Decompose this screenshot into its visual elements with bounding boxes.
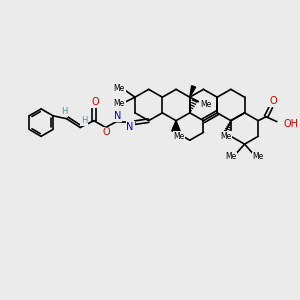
Text: N: N	[114, 111, 121, 121]
Text: N: N	[126, 122, 134, 131]
Text: N: N	[114, 111, 121, 121]
Text: Me: Me	[220, 132, 232, 141]
Text: O: O	[91, 97, 99, 107]
Text: Me: Me	[225, 152, 236, 161]
Text: Me: Me	[253, 152, 264, 161]
Text: H: H	[61, 107, 68, 116]
Polygon shape	[176, 121, 180, 132]
Text: O: O	[269, 96, 277, 106]
Text: Me: Me	[173, 132, 184, 141]
Text: Me: Me	[114, 98, 125, 107]
Polygon shape	[172, 121, 176, 132]
Polygon shape	[190, 86, 196, 97]
Text: OH: OH	[284, 118, 299, 129]
Text: Me: Me	[114, 84, 125, 93]
Text: H: H	[81, 116, 87, 125]
Text: Me: Me	[200, 100, 211, 109]
Text: O: O	[103, 128, 110, 137]
